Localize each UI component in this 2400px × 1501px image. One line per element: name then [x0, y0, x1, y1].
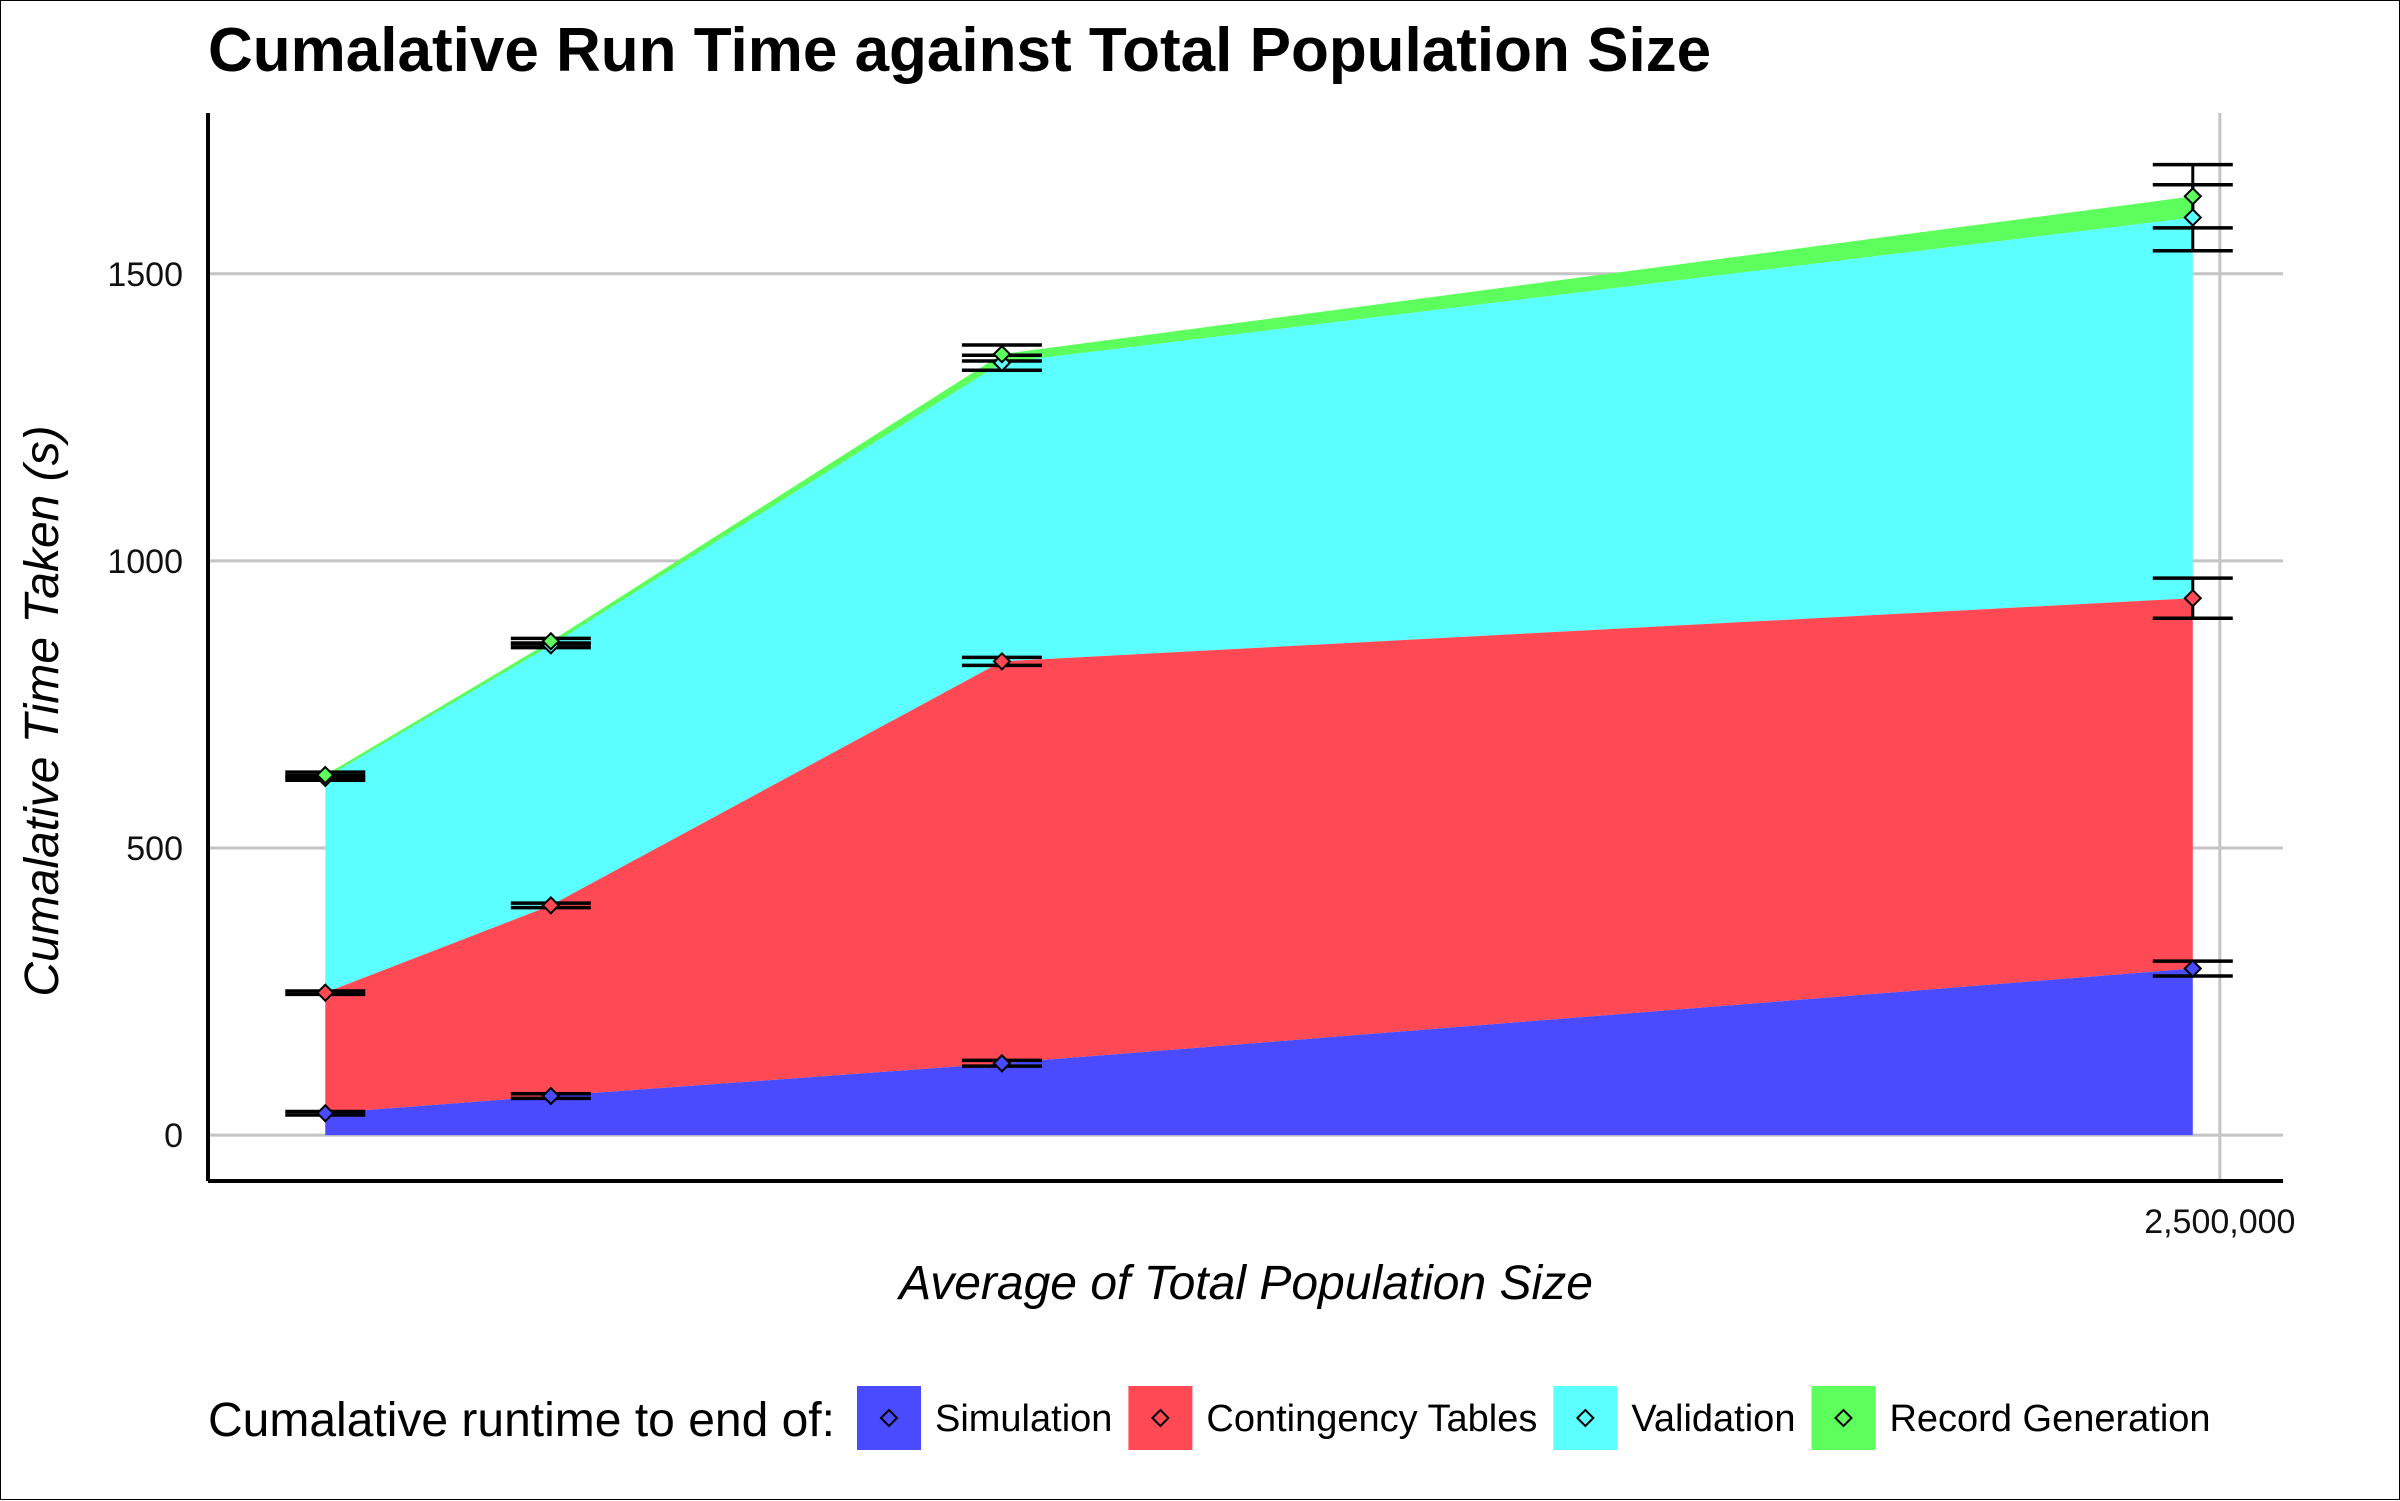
y-tick-labels: 0 500 1000 1500: [107, 256, 183, 1155]
legend-item-simulation: Simulation: [856, 1386, 1112, 1450]
y-tick-label: 1500: [107, 256, 183, 294]
axes: [206, 113, 2283, 1183]
y-axis-label: Cumalative Time Taken (s): [16, 425, 69, 996]
legend-marker: [1834, 1408, 1853, 1428]
x-axis-label: Average of Total Population Size: [896, 1257, 1593, 1310]
legend-marker: [879, 1408, 899, 1428]
data-point: [992, 1053, 1012, 1073]
y-tick-label: 500: [126, 830, 183, 868]
legend-item-validation: Validation: [1553, 1386, 1795, 1450]
legend-item-record-generation: Record Generation: [1811, 1386, 2211, 1450]
data-points: [315, 186, 2203, 1123]
chart-title: Cumalative Run Time against Total Popula…: [208, 16, 1711, 85]
data-point: [2183, 588, 2203, 608]
legend-marker: [1150, 1408, 1170, 1428]
legend-label: Simulation: [935, 1398, 1112, 1440]
data-point: [2183, 959, 2203, 978]
data-point: [992, 651, 1012, 671]
x-tick-label: 2,500,000: [2144, 1203, 2295, 1241]
x-tick-labels: 2,500,000: [2144, 1203, 2295, 1241]
data-point: [541, 1086, 561, 1106]
legend-title: Cumalative runtime to end of:: [208, 1394, 835, 1447]
data-point: [541, 895, 561, 915]
data-point: [315, 1103, 335, 1123]
data-point: [315, 765, 335, 785]
legend-label: Validation: [1631, 1398, 1795, 1440]
area-contingency-tables: [325, 598, 2193, 1114]
y-tick-label: 0: [164, 1117, 183, 1155]
legend: Cumalative runtime to end of: Simulation…: [208, 1386, 2211, 1450]
data-point: [2183, 186, 2203, 206]
data-point: [992, 344, 1012, 364]
data-point: [541, 631, 561, 651]
y-tick-label: 1000: [107, 543, 183, 581]
stacked-areas: [325, 196, 2193, 1136]
legend-label: Contingency Tables: [1206, 1398, 1537, 1440]
legend-label: Record Generation: [1889, 1398, 2210, 1440]
data-point: [315, 983, 335, 1003]
data-point: [2183, 208, 2203, 227]
area-validation: [325, 217, 2193, 993]
legend-item-contingency-tables: Contingency Tables: [1128, 1386, 1537, 1450]
legend-marker: [1575, 1408, 1595, 1428]
area-simulation: [325, 968, 2193, 1136]
